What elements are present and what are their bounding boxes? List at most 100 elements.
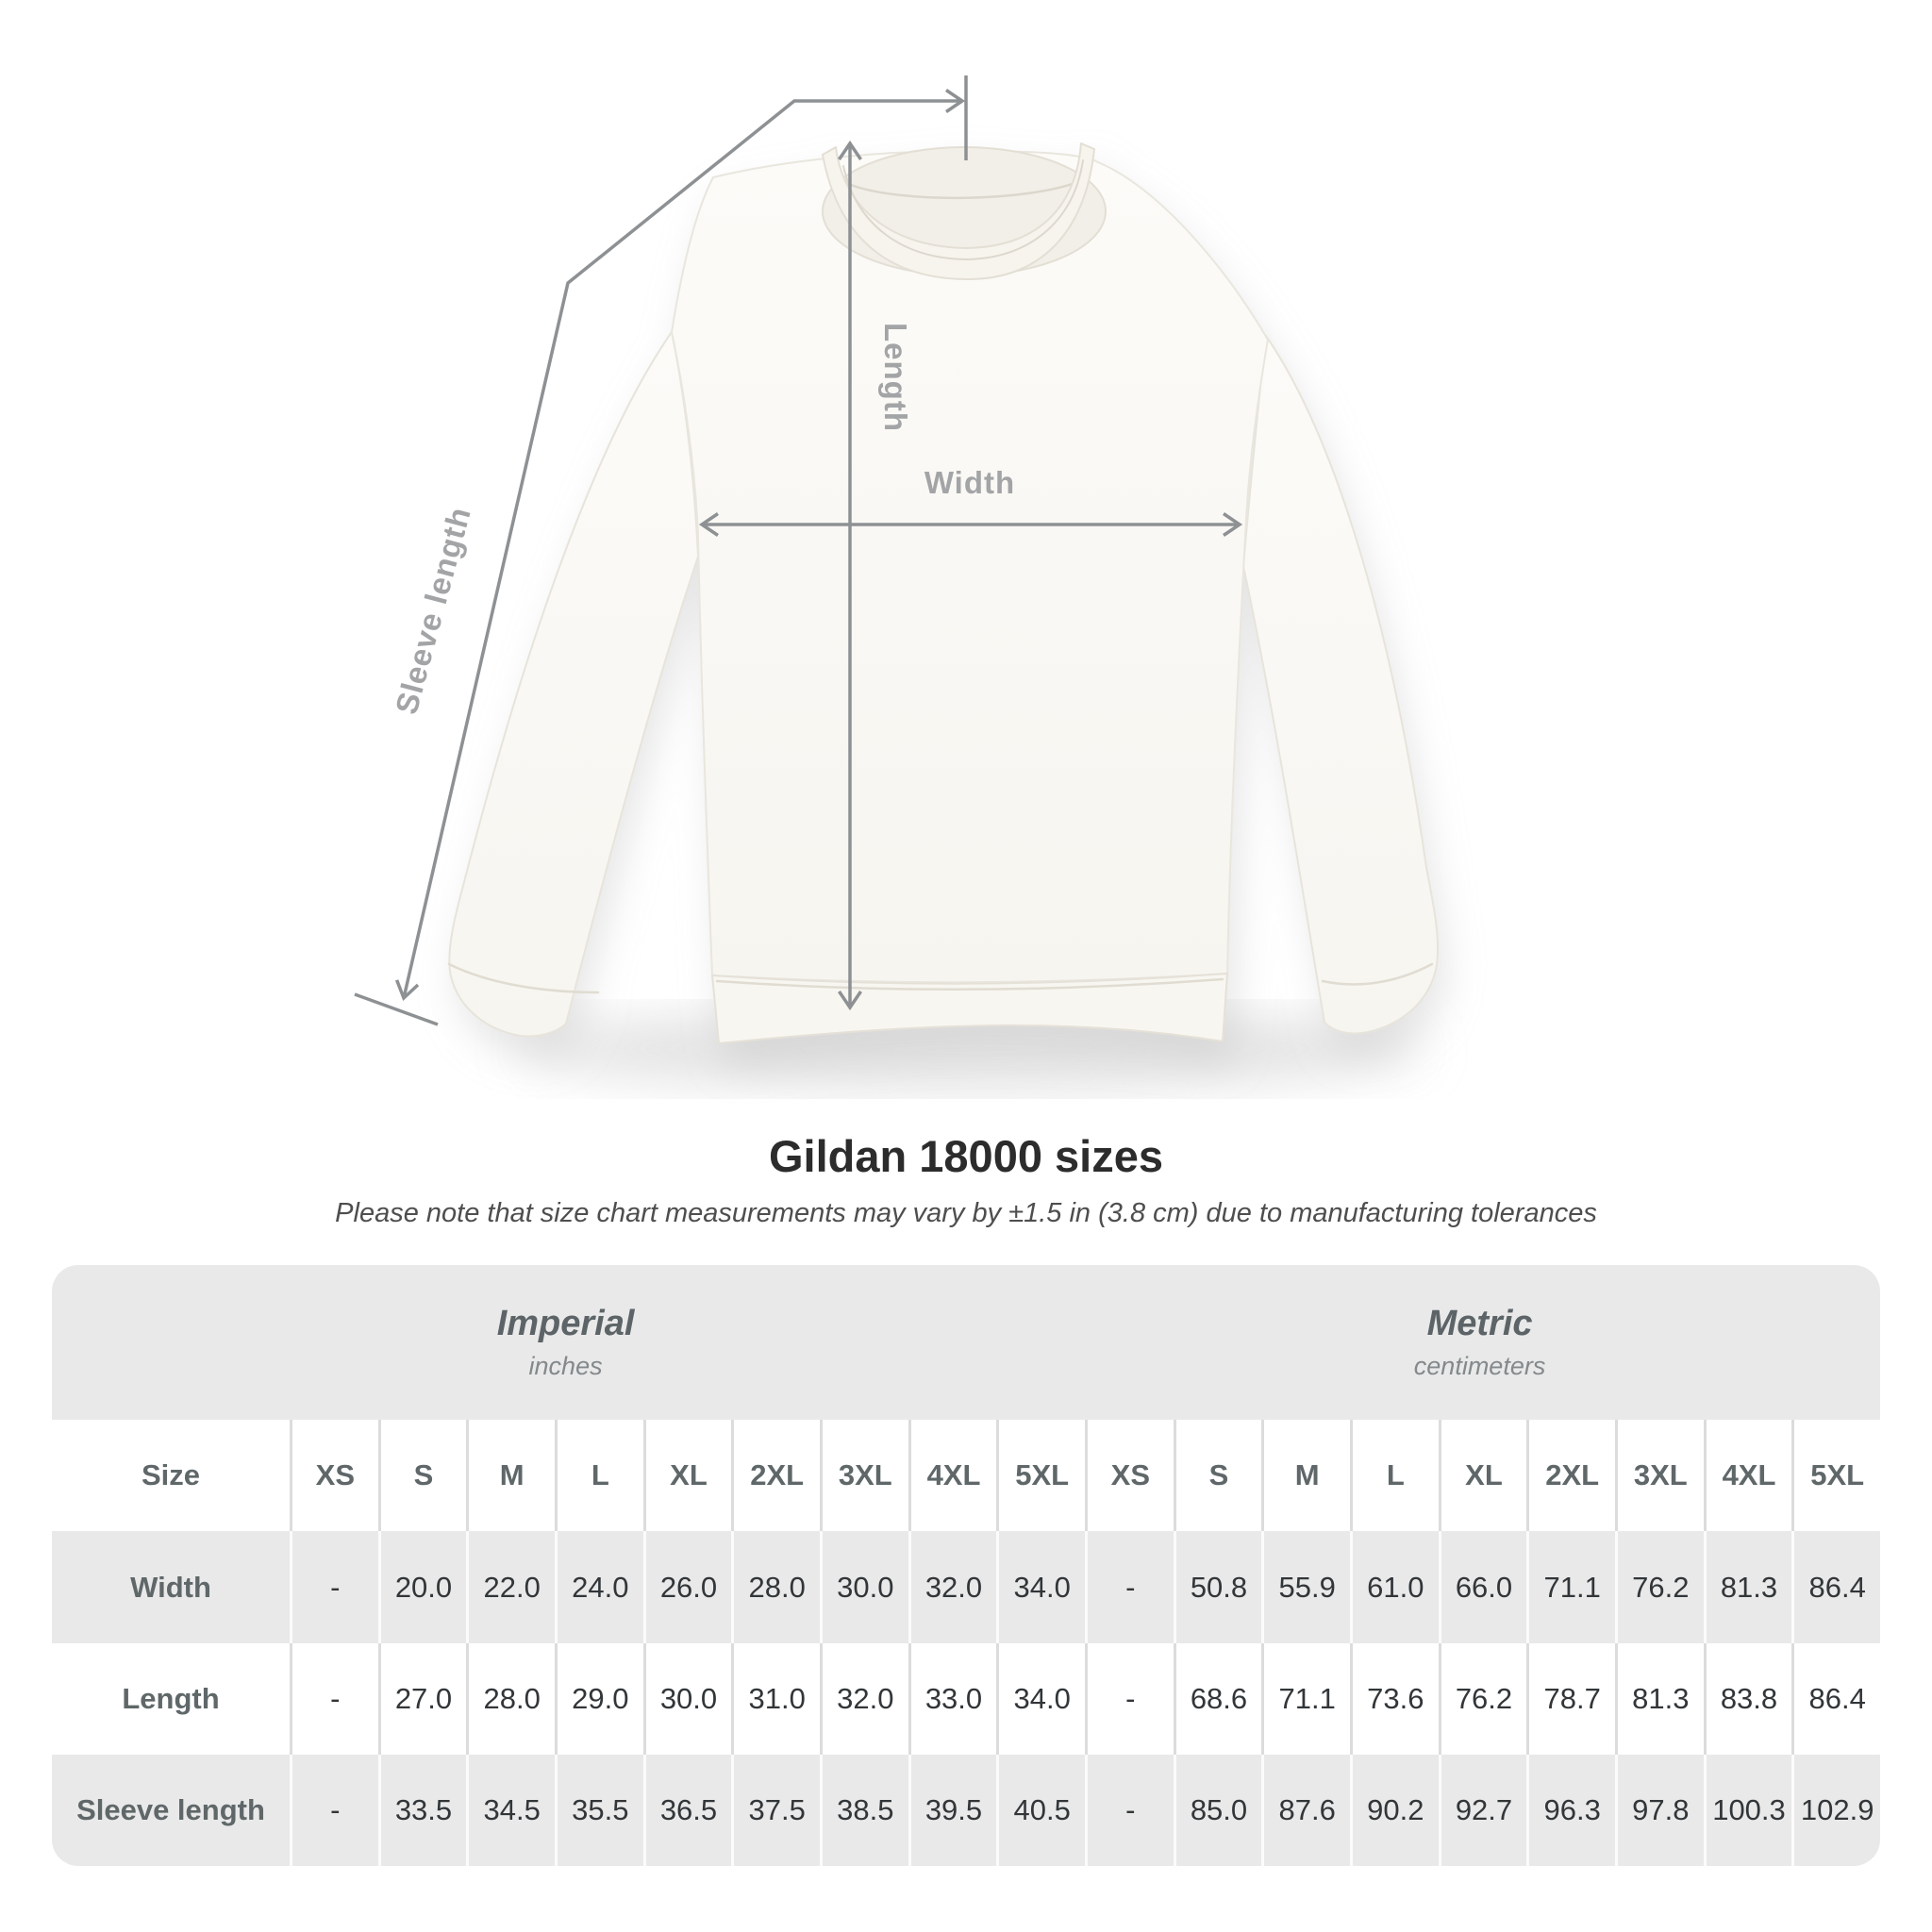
table-cell: 92.7 <box>1438 1755 1527 1866</box>
table-row-length: Length - 27.0 28.0 29.0 30.0 31.0 32.0 3… <box>52 1643 1880 1755</box>
col-header: L <box>1349 1420 1439 1531</box>
sweatshirt-photo <box>447 142 1440 1044</box>
table-cell: 24.0 <box>554 1531 643 1643</box>
table-cell: - <box>1084 1531 1174 1643</box>
table-cell: 86.4 <box>1791 1531 1880 1643</box>
table-cell: 68.6 <box>1173 1643 1262 1755</box>
col-header: 5XL <box>1791 1420 1880 1531</box>
col-header: 2XL <box>1526 1420 1615 1531</box>
col-header: 5XL <box>996 1420 1085 1531</box>
table-cell: 73.6 <box>1349 1643 1439 1755</box>
right-cuff-seam <box>1321 962 1434 986</box>
col-header: XS <box>290 1420 378 1531</box>
table-cell: 37.5 <box>731 1755 820 1866</box>
left-sleeve <box>448 331 699 1038</box>
table-cell: 36.5 <box>642 1755 732 1866</box>
col-header: 3XL <box>1614 1420 1704 1531</box>
col-header: M <box>1261 1420 1350 1531</box>
imperial-unit: inches <box>528 1352 603 1380</box>
sleeve-dimension-line <box>394 89 966 1002</box>
table-cell: 86.4 <box>1791 1643 1880 1755</box>
table-cell: 61.0 <box>1349 1531 1439 1643</box>
sleeve-dimension-label: Sleeve length <box>389 503 477 718</box>
sweatshirt-measurement-figure: Length Width Sleeve length <box>354 75 1440 1091</box>
length-dimension-label: Length <box>878 323 913 432</box>
col-header: 2XL <box>731 1420 820 1531</box>
table-cell: 71.1 <box>1526 1531 1615 1643</box>
table-cell: 85.0 <box>1173 1755 1262 1866</box>
table-cell: - <box>1084 1755 1174 1866</box>
table-cell: 81.3 <box>1614 1643 1704 1755</box>
metric-section-header: Metric centimeters <box>1079 1265 1880 1420</box>
table-cell: 96.3 <box>1526 1755 1615 1866</box>
table-cell: 33.0 <box>908 1643 997 1755</box>
imperial-section-header: Imperial inches <box>52 1265 1079 1420</box>
table-cell: 32.0 <box>908 1531 997 1643</box>
table-cell: 30.0 <box>819 1531 908 1643</box>
table-cell: 33.5 <box>377 1755 467 1866</box>
table-cell: 81.3 <box>1703 1531 1792 1643</box>
col-header: XL <box>642 1420 732 1531</box>
table-cell: 39.5 <box>908 1755 997 1866</box>
imperial-title: Imperial <box>496 1304 635 1343</box>
table-cell: 102.9 <box>1791 1755 1880 1866</box>
table-cell: 87.6 <box>1261 1755 1350 1866</box>
table-cell: 71.1 <box>1261 1643 1350 1755</box>
table-cell: 29.0 <box>554 1643 643 1755</box>
col-header: S <box>1173 1420 1262 1531</box>
table-cell: 20.0 <box>377 1531 467 1643</box>
table-cell: 34.5 <box>466 1755 555 1866</box>
col-header: 4XL <box>1703 1420 1792 1531</box>
size-header-cell: Size <box>141 1458 201 1491</box>
table-cell: 66.0 <box>1438 1531 1527 1643</box>
table-cell: 90.2 <box>1349 1755 1439 1866</box>
size-header-row: Size XS S M L XL 2XL 3XL 4XL 5XL XS S M … <box>52 1420 1880 1531</box>
col-header: S <box>377 1420 467 1531</box>
table-cell: 76.2 <box>1438 1643 1527 1755</box>
table-cell: - <box>290 1755 378 1866</box>
table-cell: 22.0 <box>466 1531 555 1643</box>
col-header: 4XL <box>908 1420 997 1531</box>
col-header: XS <box>1084 1420 1174 1531</box>
col-header: L <box>554 1420 643 1531</box>
table-cell: 34.0 <box>996 1531 1085 1643</box>
table-cell: 35.5 <box>554 1755 643 1866</box>
table-cell: 32.0 <box>819 1643 908 1755</box>
table-cell: 30.0 <box>642 1643 732 1755</box>
row-label-width: Width <box>130 1570 211 1604</box>
table-cell: 97.8 <box>1614 1755 1704 1866</box>
table-cell: 27.0 <box>377 1643 467 1755</box>
col-header: M <box>466 1420 555 1531</box>
table-cell: - <box>1084 1643 1174 1755</box>
table-cell: 31.0 <box>731 1643 820 1755</box>
col-header: 3XL <box>819 1420 908 1531</box>
right-sleeve <box>1242 335 1440 1035</box>
table-cell: 34.0 <box>996 1643 1085 1755</box>
table-row-width: Width - 20.0 22.0 24.0 26.0 28.0 30.0 32… <box>52 1531 1880 1643</box>
unit-header-band: Imperial inches Metric centimeters <box>52 1265 1880 1420</box>
page-subtitle: Please note that size chart measurements… <box>335 1198 1597 1228</box>
table-cell: 76.2 <box>1614 1531 1704 1643</box>
row-label-length: Length <box>122 1682 220 1715</box>
dimension-lines <box>354 75 1243 1026</box>
row-label-sleeve-length: Sleeve length <box>76 1793 265 1826</box>
table-cell: 40.5 <box>996 1755 1085 1866</box>
table-cell: 100.3 <box>1703 1755 1792 1866</box>
table-cell: 38.5 <box>819 1755 908 1866</box>
table-cell: 83.8 <box>1703 1643 1792 1755</box>
table-cell: 26.0 <box>642 1531 732 1643</box>
table-cell: 78.7 <box>1526 1643 1615 1755</box>
metric-title: Metric <box>1426 1304 1533 1343</box>
table-cell: 28.0 <box>731 1531 820 1643</box>
table-cell: - <box>290 1643 378 1755</box>
table-cell: 50.8 <box>1173 1531 1262 1643</box>
col-header: XL <box>1438 1420 1527 1531</box>
page-title: Gildan 18000 sizes <box>768 1131 1164 1181</box>
table-cell: 55.9 <box>1261 1531 1350 1643</box>
table-cell: - <box>290 1531 378 1643</box>
sleeve-end-tick <box>354 992 439 1026</box>
table-row-sleeve-length: Sleeve length - 33.5 34.5 35.5 36.5 37.5… <box>52 1755 1880 1866</box>
metric-unit: centimeters <box>1413 1352 1546 1380</box>
size-chart-table: Imperial inches Metric centimeters Size … <box>52 1265 1880 1866</box>
